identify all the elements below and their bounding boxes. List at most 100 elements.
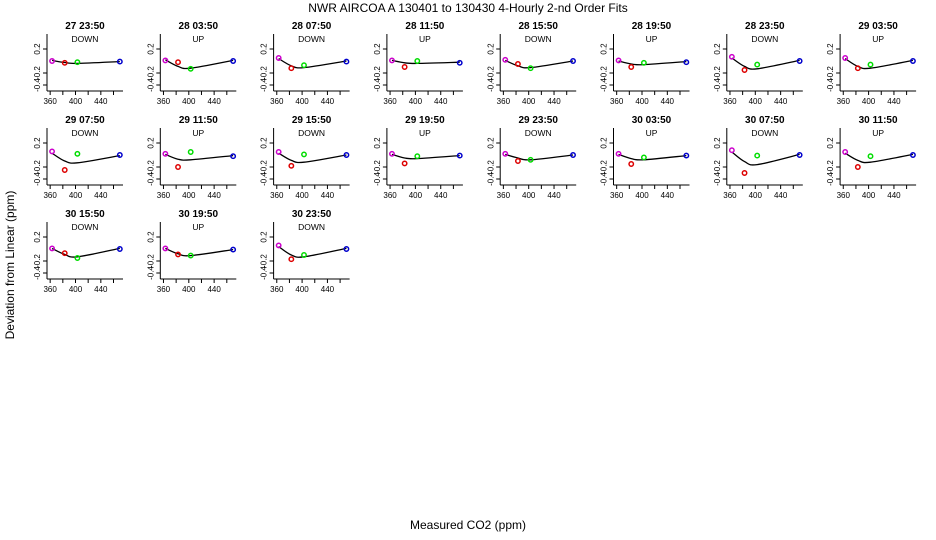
y-tick-label: 0.2 <box>713 137 722 149</box>
x-tick-label: 400 <box>69 97 83 106</box>
y-tick-label: -0.2 <box>146 66 155 80</box>
panel-title: 29 19:50 <box>405 115 445 126</box>
standard-point <box>49 245 56 252</box>
panel-direction-label: UP <box>872 34 884 44</box>
standard-point <box>275 55 282 61</box>
panel-direction-label: DOWN <box>72 222 99 232</box>
y-tick-label: -0.2 <box>713 66 722 80</box>
y-tick-label: -0.2 <box>600 66 609 80</box>
standard-point <box>754 152 761 159</box>
x-tick-label: 400 <box>635 97 649 106</box>
standard-point <box>301 151 307 158</box>
x-tick-label: 440 <box>661 191 675 200</box>
fit-curve <box>731 57 800 70</box>
x-tick-label: 440 <box>94 97 108 106</box>
y-tick-label: -0.4 <box>826 78 835 92</box>
panel-title: 30 07:50 <box>745 115 785 126</box>
panel-direction-label: DOWN <box>525 34 552 44</box>
y-tick-label: -0.2 <box>486 160 495 174</box>
standard-point <box>909 58 916 64</box>
x-tick-label: 400 <box>862 191 876 200</box>
panel-title: 30 11:50 <box>859 115 898 126</box>
standard-point <box>49 58 56 64</box>
panel-direction-label: DOWN <box>751 128 778 138</box>
standard-point <box>514 61 521 67</box>
x-tick-label: 360 <box>157 285 171 294</box>
panel-title: 30 03:50 <box>632 115 672 126</box>
x-tick-label: 400 <box>409 97 423 106</box>
standard-point <box>116 58 123 65</box>
x-tick-label: 440 <box>887 97 901 106</box>
standard-point <box>796 58 803 64</box>
y-tick-label: -0.4 <box>826 172 835 186</box>
standard-point <box>754 61 761 68</box>
standard-point <box>162 245 169 252</box>
panel-direction-label: DOWN <box>751 34 778 44</box>
standard-point <box>116 152 123 158</box>
standard-point <box>456 152 463 159</box>
y-tick-label: -0.2 <box>600 160 609 174</box>
fit-curve <box>731 151 800 166</box>
x-tick-label: 400 <box>522 191 536 200</box>
standard-point <box>414 153 421 160</box>
fit-curve <box>165 59 234 70</box>
standard-point <box>640 154 647 161</box>
y-tick-label: 0.2 <box>826 137 835 149</box>
x-tick-label: 360 <box>837 97 851 106</box>
x-tick-label: 360 <box>723 191 737 200</box>
fit-curve <box>51 152 120 164</box>
panel-direction-label: UP <box>192 34 204 44</box>
standard-point <box>640 59 647 66</box>
standard-point <box>570 152 576 158</box>
standard-point <box>61 59 68 66</box>
y-tick-label: -0.2 <box>33 160 42 174</box>
y-tick-label: -0.4 <box>600 78 609 92</box>
standard-point <box>49 148 56 155</box>
panel-title: 29 15:50 <box>292 115 332 126</box>
standard-point <box>728 53 735 60</box>
x-tick-label: 400 <box>182 285 196 294</box>
fit-curve <box>278 58 347 69</box>
y-tick-label: -0.2 <box>826 160 835 174</box>
x-tick-label: 400 <box>409 191 423 200</box>
x-tick-label: 360 <box>43 97 57 106</box>
standard-point <box>61 250 68 257</box>
x-tick-label: 400 <box>295 97 309 106</box>
y-tick-label: 0.2 <box>146 231 155 243</box>
y-tick-label: 0.2 <box>33 137 42 149</box>
x-tick-label: 360 <box>270 285 284 294</box>
standard-point <box>230 153 237 160</box>
standard-point <box>116 246 123 252</box>
standard-point <box>842 55 849 61</box>
x-tick-label: 440 <box>434 191 448 200</box>
fit-curve <box>505 153 574 161</box>
standard-point <box>728 147 735 154</box>
panel-title: 28 23:50 <box>745 21 785 32</box>
panel-title: 30 15:50 <box>65 209 105 220</box>
standard-point <box>854 164 861 170</box>
x-tick-label: 400 <box>749 191 763 200</box>
x-tick-label: 400 <box>69 191 83 200</box>
standard-point <box>275 242 282 249</box>
panel-title: 28 19:50 <box>632 21 672 32</box>
fit-curve <box>391 153 460 160</box>
y-tick-label: -0.4 <box>713 172 722 186</box>
standard-point <box>61 167 68 173</box>
y-tick-label: -0.4 <box>260 172 269 186</box>
panel-title: 29 23:50 <box>518 115 558 126</box>
fit-curve <box>51 59 120 65</box>
standard-point <box>389 150 395 157</box>
standard-point <box>301 62 307 69</box>
x-tick-label: 440 <box>207 285 221 294</box>
standard-point <box>343 58 350 65</box>
panel-direction-label: DOWN <box>298 34 325 44</box>
x-tick-label: 360 <box>497 97 511 106</box>
y-tick-label: -0.2 <box>486 66 495 80</box>
standard-point <box>683 59 690 66</box>
standard-point <box>187 65 194 72</box>
